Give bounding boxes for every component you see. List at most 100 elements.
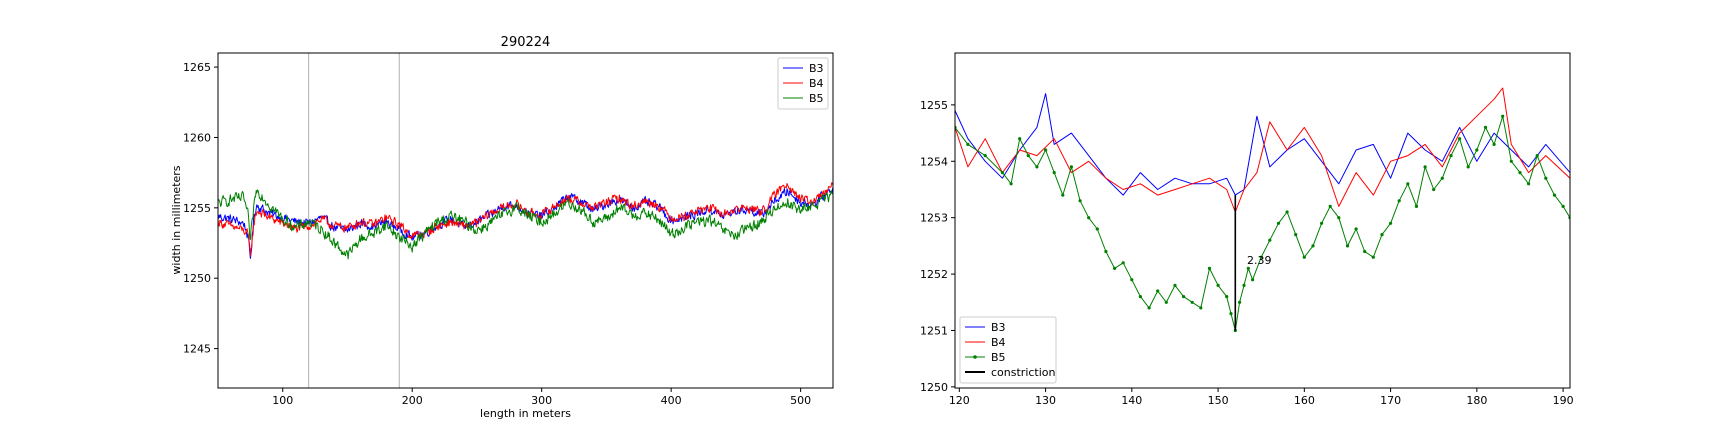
right-series-b5-point xyxy=(983,154,987,158)
right-x-tick-label: 180 xyxy=(1466,394,1487,407)
right-series-b5-point xyxy=(1000,171,1005,175)
right-series-b5-point xyxy=(1311,244,1315,248)
left-chart-panel: 100 200 300 400 500 1245 1250 1255 1260 1265 2902… xyxy=(170,35,834,420)
right-series-b5-point xyxy=(1328,204,1332,208)
right-series-b5-point xyxy=(1294,233,1298,237)
right-series-b5-point xyxy=(1095,227,1099,231)
left-x-tick-label: 100 xyxy=(272,394,293,407)
left-legend-label-b5: B5 xyxy=(809,92,824,105)
right-series-b5-point xyxy=(1302,255,1306,259)
right-series-b5-point xyxy=(1164,300,1168,304)
right-series-b5-point xyxy=(1199,306,1203,310)
right-series-b5-point xyxy=(1320,221,1324,225)
right-legend: B3 B4 B5 constriction xyxy=(959,316,1057,384)
right-series-b5-point xyxy=(1501,114,1505,118)
right-series-b4-line xyxy=(955,87,1570,213)
right-series-b5-point xyxy=(1182,295,1186,299)
right-series-b5-point xyxy=(1190,300,1194,304)
left-y-tick-label: 1255 xyxy=(183,202,211,215)
left-y-tick-label: 1265 xyxy=(183,61,211,74)
right-series-b5-point xyxy=(1466,165,1470,169)
left-axes-frame xyxy=(217,52,834,389)
right-series-b5-point xyxy=(1078,199,1082,203)
left-series-b3-line xyxy=(218,187,833,259)
right-axes: 120 130 140 150 160 170 180 190 1250 1251 1252 1253… xyxy=(920,99,1574,407)
right-series-b5-point xyxy=(1483,125,1488,129)
right-series-b5-point xyxy=(1052,171,1056,175)
left-series-b5-line xyxy=(218,189,833,260)
right-axes-frame xyxy=(954,52,1571,389)
right-legend-marker-b5 xyxy=(973,355,977,359)
right-x-tick-label: 190 xyxy=(1553,394,1574,407)
right-series-b5-point xyxy=(1518,171,1522,175)
right-plot-area xyxy=(955,87,1570,333)
right-chart-panel: 120 130 140 150 160 170 180 190 1250 1251 1252 1253… xyxy=(920,52,1574,407)
right-series-b5-point xyxy=(1371,255,1375,259)
right-series-b5-point xyxy=(1389,221,1393,225)
right-series-b5-point xyxy=(1242,283,1246,287)
right-series-b5-point xyxy=(1414,204,1419,208)
right-series-b5-point xyxy=(1225,295,1229,299)
right-legend-label-b3: B3 xyxy=(991,321,1006,334)
left-y-axis-label: width in millimeters xyxy=(170,165,183,274)
left-legend-label-b4: B4 xyxy=(809,77,824,90)
right-series-b5-point xyxy=(1380,233,1384,237)
right-legend-label-b4: B4 xyxy=(991,336,1006,349)
right-series-b5-point xyxy=(1363,249,1367,254)
right-series-b5-point xyxy=(1069,165,1073,169)
right-series-b5-point xyxy=(1337,216,1341,220)
right-series-b5-point xyxy=(1121,261,1125,265)
right-series-b5-point xyxy=(1061,193,1065,197)
right-series-b5-point xyxy=(1285,210,1289,214)
right-series-b5-point xyxy=(1354,227,1358,231)
left-legend: B3 B4 B5 xyxy=(777,57,829,110)
left-axes: 100 200 300 400 500 1245 1250 1255 1260 1265 xyxy=(183,61,811,407)
right-series-b5-point xyxy=(1561,204,1565,208)
right-series-b5-point xyxy=(1440,176,1444,180)
right-series-b5-point xyxy=(1544,176,1548,180)
right-series-b5-point xyxy=(1259,255,1263,259)
right-series-b5-point xyxy=(1509,159,1513,163)
constriction-annotation: 2.39 xyxy=(1247,254,1272,267)
right-series-b5-point xyxy=(1147,306,1151,310)
right-x-tick-label: 140 xyxy=(1121,394,1142,407)
left-x-tick-label: 200 xyxy=(402,394,423,407)
right-series-b5-point xyxy=(1251,278,1255,282)
right-series-b5-point xyxy=(1458,137,1462,141)
right-legend-label-b5: B5 xyxy=(991,351,1006,364)
right-series-b5-point xyxy=(1207,266,1212,270)
left-x-tick-label: 500 xyxy=(790,394,811,407)
right-legend-box xyxy=(959,316,1057,384)
left-x-axis-label: length in meters xyxy=(480,407,571,420)
right-series-b5-line xyxy=(955,115,1570,331)
right-series-b5-point xyxy=(1535,154,1539,158)
left-legend-label-b3: B3 xyxy=(809,62,824,75)
right-series-b5-point xyxy=(1130,278,1134,282)
right-x-tick-label: 150 xyxy=(1208,394,1229,407)
left-x-tick-label: 400 xyxy=(661,394,682,407)
left-chart-title: 290224 xyxy=(501,35,551,50)
right-series-b3-line xyxy=(955,93,1570,196)
right-series-b5-point xyxy=(1527,182,1531,186)
right-series-b5-point xyxy=(966,142,970,146)
right-series-b5-point xyxy=(1104,249,1108,254)
left-y-tick-label: 1245 xyxy=(183,343,211,356)
right-series-b5-point xyxy=(1406,182,1410,186)
right-x-tick-label: 120 xyxy=(949,394,970,407)
right-x-tick-label: 170 xyxy=(1380,394,1401,407)
right-series-b5-point xyxy=(1449,154,1453,158)
left-x-tick-label: 300 xyxy=(531,394,552,407)
right-series-b5-point xyxy=(1044,148,1048,152)
right-series-b5-point xyxy=(1026,154,1030,158)
right-series-b5-point xyxy=(1156,289,1160,293)
right-series-b5-point xyxy=(1238,300,1242,304)
right-y-tick-label: 1251 xyxy=(920,324,948,337)
right-series-b5-point xyxy=(1397,199,1401,203)
right-series-b5-point xyxy=(1345,244,1350,248)
right-series-b5-point xyxy=(1035,165,1039,169)
right-series-b5-point xyxy=(1173,283,1177,287)
right-series-b5-point xyxy=(1113,266,1117,270)
right-series-b5-point xyxy=(1138,295,1142,299)
